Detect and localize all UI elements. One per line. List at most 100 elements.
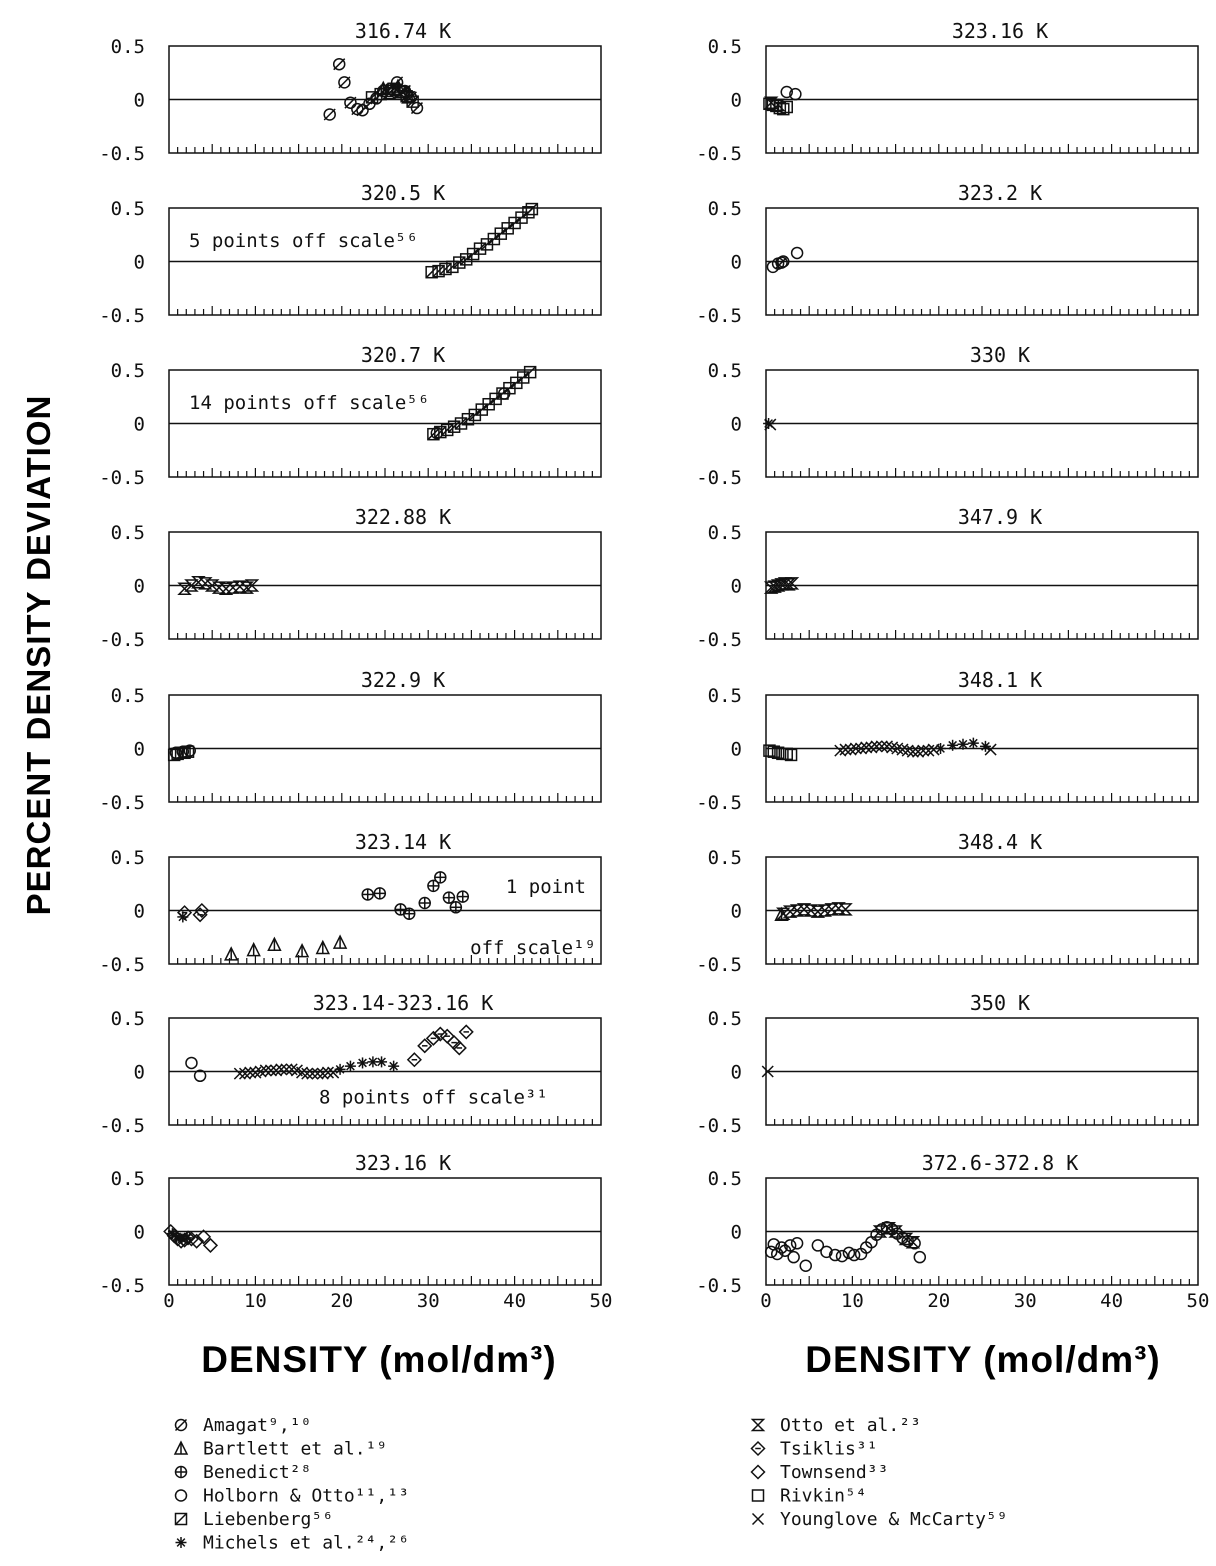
data-point-younglove — [906, 745, 919, 758]
legend-item-tsiklis: Tsiklis³¹ — [750, 1439, 878, 1460]
x-tick-label: 20 — [927, 1290, 950, 1312]
data-point-otto — [796, 903, 812, 916]
y-tick-label: 0.5 — [111, 36, 145, 58]
data-point-michels — [957, 738, 969, 750]
data-point-younglove — [280, 1063, 293, 1076]
data-point-otto — [881, 1222, 896, 1235]
data-point-younglove — [321, 1066, 335, 1079]
y-tick-label: 0.5 — [111, 360, 145, 382]
legend-marker-amagat — [174, 1418, 188, 1432]
y-tick-label: 0 — [134, 739, 145, 761]
data-point-otto — [888, 1225, 903, 1238]
y-tick-label: 0 — [731, 252, 742, 274]
data-point-younglove — [855, 742, 868, 755]
series-otto — [763, 96, 786, 112]
data-point-younglove — [254, 1065, 267, 1078]
data-point-tsiklis — [417, 1038, 433, 1054]
data-point-younglove — [834, 744, 847, 757]
y-axis-label: PERCENT DENSITY DEVIATION — [20, 395, 57, 916]
series-amagat — [775, 256, 788, 269]
data-point-amagat — [775, 256, 788, 269]
y-tick-label: 0 — [731, 1062, 742, 1084]
y-tick-label: -0.5 — [696, 629, 742, 651]
legend-item-amagat: Amagat⁹,¹⁰ — [174, 1415, 311, 1436]
y-tick-label: 0 — [134, 1222, 145, 1244]
data-point-younglove — [870, 740, 883, 753]
legend-item-liebenberg: Liebenberg⁵⁶ — [174, 1509, 333, 1530]
y-tick-label: 0.5 — [708, 360, 742, 382]
panel-0-1: 0.5 0 -0.5 320.5 K 5 points off scale⁵⁶ — [99, 181, 602, 327]
data-point-younglove — [761, 1065, 774, 1078]
data-point-rivkin — [777, 102, 790, 116]
panel-1-7: 0.5 0 -0.5 372.6-372.8 K 0 10 20 30 40 50 — [696, 1151, 1209, 1312]
panel-title: 330 K — [970, 343, 1030, 367]
series-younglove — [761, 1065, 774, 1078]
y-tick-label: -0.5 — [99, 305, 145, 327]
data-point-otto — [191, 576, 206, 589]
x-tick-label: 50 — [1187, 1290, 1210, 1312]
x-tick-label: 50 — [590, 1290, 613, 1312]
data-point-townsend — [194, 902, 210, 919]
panel-title: 322.9 K — [361, 668, 445, 692]
data-point-younglove — [922, 744, 935, 757]
series-michels — [935, 737, 991, 754]
series-liebenberg — [427, 365, 537, 441]
panel-title: 323.16 K — [355, 1151, 451, 1175]
y-tick-label: -0.5 — [99, 1275, 145, 1297]
y-tick-label: -0.5 — [696, 467, 742, 489]
legend-item-bartlett: Bartlett et al.¹⁹ — [173, 1439, 387, 1460]
series-michels — [334, 1056, 400, 1075]
data-point-holborn — [811, 1239, 825, 1252]
y-tick-label: 0 — [134, 901, 145, 923]
data-point-holborn — [764, 1245, 778, 1259]
y-tick-label: -0.5 — [696, 1115, 742, 1137]
data-point-bartlett — [390, 78, 406, 93]
y-tick-label: -0.5 — [696, 143, 742, 165]
legend-item-otto: Otto et al.²³ — [750, 1415, 921, 1436]
x-tick-label: 40 — [1100, 1290, 1123, 1312]
series-holborn — [764, 1220, 927, 1272]
panel-0-4: 0.5 0 -0.5 322.9 K — [99, 668, 602, 814]
series-holborn — [766, 246, 804, 274]
panel-0-2: 0.5 0 -0.5 320.7 K 14 points off scale⁵⁶ — [99, 343, 602, 489]
y-tick-label: 0.5 — [708, 1168, 742, 1190]
data-point-otto — [763, 96, 779, 109]
x-tick-label: 20 — [330, 1290, 353, 1312]
data-point-younglove — [239, 1067, 252, 1080]
y-tick-label: -0.5 — [696, 954, 742, 976]
series-bartlett — [376, 78, 417, 101]
data-point-benedict — [427, 879, 440, 893]
data-point-liebenberg — [447, 420, 461, 433]
y-tick-label: 0.5 — [111, 1008, 145, 1030]
data-point-townsend — [189, 1233, 205, 1249]
data-point-benedict — [402, 907, 416, 920]
data-point-younglove — [844, 743, 857, 756]
panel-title: 347.9 K — [958, 505, 1042, 529]
data-point-tsiklis — [406, 1052, 422, 1068]
data-point-holborn — [847, 1248, 861, 1262]
legend-marker-bartlett — [173, 1440, 189, 1455]
panel-0-6: 0.5 0 -0.5 323.14-323.16 K 8 points off scal… — [99, 991, 602, 1137]
x-tick-label: 30 — [1014, 1290, 1037, 1312]
data-point-younglove — [901, 744, 914, 757]
y-tick-label: -0.5 — [99, 467, 145, 489]
data-point-otto — [831, 902, 846, 915]
x-tick-label: 10 — [244, 1290, 267, 1312]
data-point-amagat — [410, 101, 424, 115]
data-point-younglove — [316, 1067, 329, 1080]
data-point-otto — [763, 581, 779, 594]
data-point-younglove — [880, 740, 893, 753]
legend-label: Benedict²⁸ — [203, 1462, 311, 1483]
data-point-rivkin — [763, 744, 776, 757]
data-point-younglove — [912, 745, 925, 758]
y-tick-label: 0 — [134, 252, 145, 274]
data-point-younglove — [275, 1063, 288, 1076]
data-point-benedict — [449, 901, 463, 914]
legend-label: Liebenberg⁵⁶ — [203, 1509, 333, 1530]
data-point-tsiklis — [176, 905, 193, 921]
data-point-younglove — [259, 1064, 272, 1077]
data-point-younglove — [860, 741, 873, 754]
data-point-michels — [967, 737, 979, 749]
series-holborn — [780, 85, 802, 101]
data-point-holborn — [787, 1250, 800, 1264]
